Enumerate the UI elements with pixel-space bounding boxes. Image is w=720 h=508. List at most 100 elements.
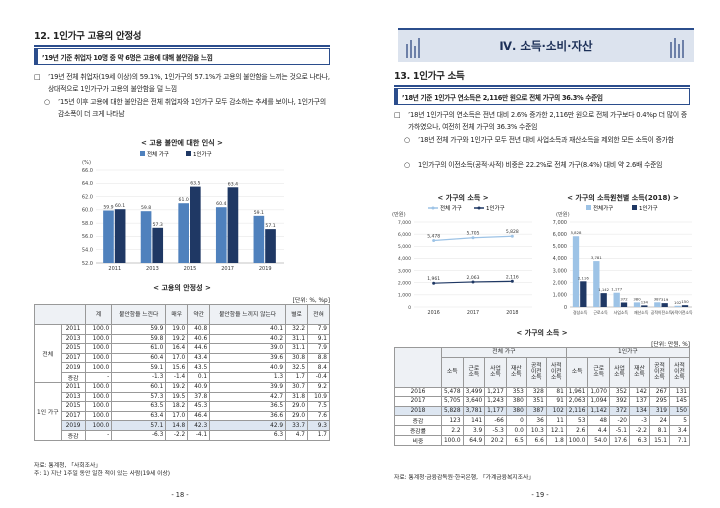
table-cell: 54.0: [587, 435, 610, 447]
table-cell: -: [84, 371, 113, 383]
table-cell: -6.3: [111, 429, 167, 441]
bar: [190, 186, 201, 263]
table-cell: 100.0: [84, 352, 113, 364]
table-header: 불안함을 느끼지 않는다: [209, 304, 287, 325]
row-group-label: 1인 가구: [34, 381, 62, 441]
table-header: 사적 이전 소득: [545, 356, 567, 388]
table-cell: 33.7: [285, 420, 309, 431]
bullet-item: □ ’19년 전체 취업자(19세 이상)의 59.1%, 1인가구의 57.1…: [34, 72, 330, 95]
x-tick-label: 경상소득: [573, 310, 588, 315]
bullet-item: □ ’18년 1인가구의 연소득은 전년 대비 2.6% 증가한 2,116만 …: [394, 110, 690, 133]
table-cell: 2.2: [440, 425, 464, 437]
table-group-header: 1인가구: [565, 347, 691, 358]
y-tick-label: 1,000: [553, 293, 567, 299]
table-cell: 2,063: [565, 396, 589, 407]
table-cell: 9.2: [307, 381, 330, 393]
table-cell: 59.1: [111, 362, 167, 373]
bar: [114, 209, 126, 263]
table-unit: [단위: %, %p]: [292, 298, 330, 304]
circle-bullet-icon: ○: [44, 98, 50, 106]
table-row: 2015 100.0 61.0 16.4 44.6 39.0 31.1 7.9: [35, 343, 330, 354]
table-cell: 2015: [60, 401, 86, 412]
left-page: 12. 1인가구 고용의 안정성 ’19년 기준 취업자 10명 중 약 6명은…: [34, 31, 330, 499]
bar: [572, 236, 580, 307]
table-cell: 1.3: [209, 371, 287, 383]
table-cell: 6.3: [209, 429, 287, 441]
bar: [152, 227, 164, 263]
section-title: 13. 1인가구 소득: [394, 68, 690, 87]
table-cell: 6.6: [525, 435, 547, 447]
table-row: 비중 100.0 64.9 20.2 6.5 6.6 1.8 100.0 54.0 17.6 6.3…: [394, 435, 690, 447]
data-label: 2,063: [467, 275, 480, 281]
table-cell: -1.4: [165, 371, 189, 383]
table-cell: 7.5: [307, 401, 330, 412]
y-tick-label: 7,000: [398, 220, 411, 226]
household-income-table: 전체 가구 1인가구 소득 근로 소득 사업 소득 재산 소득 공적 이전 소득 사적 이…: [394, 347, 691, 447]
y-tick-label: 5,000: [398, 244, 411, 250]
bar: [654, 302, 661, 307]
data-label: 5,828: [571, 230, 582, 235]
table-cell: 16.4: [165, 343, 189, 354]
x-tick-label: 공적이전소득: [651, 310, 673, 315]
table-cell: 100.0: [84, 324, 113, 335]
table-cell: 1,217: [484, 386, 507, 398]
table-header: 공적 이전 소득: [649, 356, 670, 388]
x-tick-label: 2017: [221, 266, 234, 272]
table-cell: 39.9: [209, 381, 287, 393]
table-cell: 1.8: [545, 435, 567, 447]
table-cell: 6.5: [505, 435, 527, 447]
y-tick-label: 60.0: [82, 208, 93, 214]
table-cell: 59.8: [111, 333, 167, 345]
data-label: 59.1: [254, 210, 264, 216]
table-cell: 40.6: [187, 333, 211, 345]
y-tick-label: 1,000: [398, 293, 411, 299]
data-label: 59.8: [141, 205, 151, 211]
x-tick-label: 2015: [184, 266, 197, 272]
data-label: 372: [620, 296, 628, 301]
table-row: 2016 5,478 3,499 1,217 353 328 81 1,961 1,070 352…: [394, 386, 690, 398]
table-cell: -0.4: [307, 371, 330, 383]
data-label: 102: [674, 300, 682, 305]
table-row: 증감 123 141 -66 0 36 11 53 48 -20 -3 24 5: [394, 415, 690, 427]
table-header: 근로 소득: [462, 356, 486, 388]
table-cell: -66: [484, 415, 507, 427]
table-cell: 100.0: [84, 401, 113, 412]
bullet-item: ○ ’15년 이후 고용에 대한 불안감은 전체 취업자와 1인가구 모두 감소…: [44, 97, 330, 120]
table-cell: 392: [609, 396, 630, 407]
bullet-text: 1인가구의 이전소득(공적·사적) 비중은 22.2%로 전체 가구(8.4%)…: [418, 161, 663, 169]
table-header: 사업 소득: [484, 356, 507, 388]
table-cell: -4.1: [187, 429, 211, 441]
bar: [580, 281, 587, 307]
table-cell: 7.9: [307, 343, 330, 354]
table-cell: 비중: [394, 435, 442, 447]
data-point: [510, 234, 514, 238]
y-tick-label: 0: [564, 305, 567, 311]
table-cell: 2017: [60, 352, 86, 364]
table-cell: 39.6: [209, 352, 287, 364]
table-cell: 31.8: [285, 391, 309, 403]
legend-swatch: [140, 151, 145, 156]
bullet-text: ’18년 전체 가구와 1인가구 모두 전년 대비 사업소득과 재산소득을 제외…: [418, 136, 674, 144]
x-tick-label: 2017: [467, 310, 479, 316]
table-cell: 141: [462, 415, 486, 427]
table-cell: 100.0: [565, 435, 589, 447]
data-label: 150: [681, 299, 689, 304]
table-cell: 증감: [60, 371, 86, 383]
table-header: 전혀: [307, 304, 330, 325]
table-cell: 142: [629, 386, 650, 398]
table-cell: 7.1: [669, 435, 690, 447]
table-cell: 42.3: [187, 420, 211, 431]
bar: [661, 303, 668, 307]
table-cell: 43.4: [187, 352, 211, 364]
table-row: 2013 100.0 59.8 19.2 40.6 40.2 31.1 9.1: [35, 333, 330, 345]
table-cell: 30.8: [285, 352, 309, 364]
table-cell: 32.2: [285, 324, 309, 335]
table-header: 별로: [285, 304, 309, 325]
table-cell: 48: [587, 415, 610, 427]
table-cell: 12.1: [545, 425, 567, 437]
data-label: 60.1: [115, 203, 125, 209]
table-cell: 1,142: [587, 405, 610, 417]
bar: [613, 292, 620, 307]
table-cell: 2013: [60, 333, 86, 345]
table-cell: 60.4: [111, 352, 167, 364]
